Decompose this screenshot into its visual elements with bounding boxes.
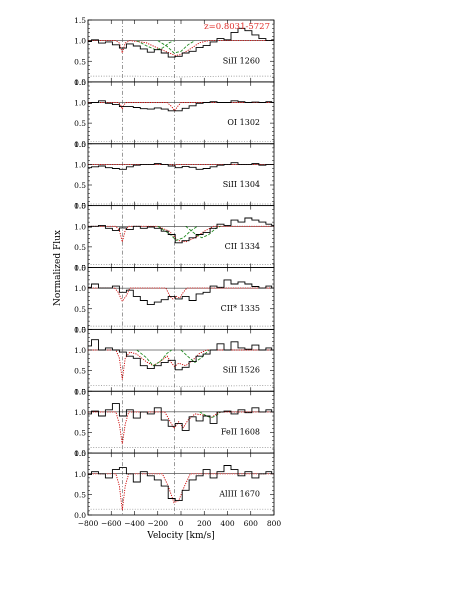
panel-label: CII* 1335 bbox=[221, 304, 260, 313]
component-profile bbox=[136, 349, 172, 367]
panel-frame bbox=[87, 390, 275, 454]
y-tick-label: 1.5 bbox=[74, 78, 86, 87]
y-tick-label: 1.0 bbox=[74, 284, 86, 293]
y-tick-label: 0.0 bbox=[74, 202, 86, 211]
y-tick-label: 0.5 bbox=[74, 490, 86, 499]
panel-frame bbox=[87, 267, 275, 330]
error-spectrum bbox=[87, 385, 275, 387]
y-tick-label: 0.0 bbox=[74, 264, 86, 273]
y-tick-label: 1.5 bbox=[74, 387, 86, 396]
y-tick-label: 0.0 bbox=[74, 449, 86, 458]
y-tick-label: 1.5 bbox=[74, 449, 86, 458]
y-tick-label: 1.0 bbox=[74, 160, 86, 169]
y-tick-label: 1.0 bbox=[74, 346, 86, 355]
component-profile bbox=[157, 40, 196, 54]
y-tick-label: 1.5 bbox=[74, 140, 86, 149]
model-fit bbox=[88, 225, 274, 243]
panel-label: CII 1334 bbox=[225, 242, 260, 251]
y-tick-label: 0.0 bbox=[74, 387, 86, 396]
y-axis-label: Normalized Flux bbox=[53, 230, 63, 306]
x-tick-label: −800 bbox=[78, 519, 99, 528]
y-tick-label: 1.0 bbox=[74, 470, 86, 479]
panel-frame bbox=[87, 143, 275, 207]
component-profile bbox=[136, 40, 175, 51]
x-tick-label: 800 bbox=[267, 519, 282, 528]
panel-feii-1608: 0.0 0.5 1.0 1.5 FeII 1608 bbox=[74, 387, 275, 458]
error-spectrum bbox=[88, 75, 274, 78]
y-tick-label: 0.0 bbox=[74, 511, 86, 520]
flux-histogram bbox=[88, 465, 274, 502]
y-tick-label: 1.5 bbox=[74, 16, 86, 25]
flux-histogram bbox=[88, 27, 274, 58]
panel-label: AlIII 1670 bbox=[218, 489, 260, 498]
x-tick-label: −400 bbox=[124, 519, 145, 528]
y-tick-label: 0.5 bbox=[74, 305, 86, 314]
panel-siii-1260: 0.0 0.5 1.0 1.5 SiII 1260 bbox=[74, 16, 275, 87]
panel-oi-1302: 0.0 0.5 1.0 1.5 OI 1302 bbox=[74, 78, 275, 149]
y-tick-label: 1.0 bbox=[74, 37, 86, 46]
panel-aliii-1670: 0.0 0.5 1.0 1.5 AlIII 1670 bbox=[74, 449, 275, 520]
panel-siii-1526: 0.0 0.5 1.0 1.5 SiII 1526 bbox=[74, 325, 275, 396]
panel-label: SiII 1526 bbox=[223, 366, 260, 375]
model-fit bbox=[88, 40, 274, 56]
flux-histogram bbox=[88, 162, 274, 170]
flux-histogram bbox=[88, 100, 274, 112]
x-tick-label: 600 bbox=[244, 519, 259, 528]
model-fit bbox=[88, 287, 274, 303]
flux-histogram bbox=[88, 403, 274, 431]
y-tick-label: 0.5 bbox=[74, 57, 86, 66]
panel-frame bbox=[87, 205, 275, 268]
y-tick-label: 0.0 bbox=[74, 325, 86, 334]
panel-label: OI 1302 bbox=[227, 118, 260, 127]
x-tick-label: −200 bbox=[147, 519, 168, 528]
flux-histogram bbox=[88, 339, 274, 371]
panel-frame bbox=[87, 81, 275, 145]
component-profile bbox=[180, 349, 210, 363]
flux-histogram bbox=[88, 217, 274, 244]
panel-siii-1304: 0.0 0.5 1.0 1.5 SiII 1304 bbox=[74, 140, 275, 211]
y-tick-label: 0.5 bbox=[74, 243, 86, 252]
x-axis-label: Velocity [km/s] bbox=[146, 531, 214, 541]
panel-label: SiII 1304 bbox=[223, 180, 260, 189]
y-tick-label: 1.0 bbox=[74, 408, 86, 417]
x-tick-label: 0 bbox=[179, 519, 184, 528]
y-tick-label: 1.0 bbox=[74, 99, 86, 108]
y-tick-label: 1.5 bbox=[74, 202, 86, 211]
x-tick-label: 400 bbox=[220, 519, 235, 528]
model-fit bbox=[88, 473, 274, 511]
panel-frame bbox=[87, 328, 275, 392]
panel-label: FeII 1608 bbox=[221, 428, 260, 437]
y-tick-label: 1.5 bbox=[74, 264, 86, 273]
redshift-label: z=0.8031-5727 bbox=[204, 22, 270, 32]
panel-cii-1334: 0.0 0.5 1.0 1.5 CII 1334 bbox=[74, 202, 275, 273]
panel-label: SiII 1260 bbox=[223, 56, 260, 65]
y-tick-label: 0.5 bbox=[74, 429, 86, 438]
model-fit bbox=[88, 102, 274, 112]
flux-histogram bbox=[88, 279, 274, 306]
y-tick-label: 0.0 bbox=[74, 78, 86, 87]
x-tick-label: −600 bbox=[101, 519, 122, 528]
y-tick-label: 0.5 bbox=[74, 119, 86, 128]
x-tick-label: 200 bbox=[197, 519, 212, 528]
y-tick-label: 0.5 bbox=[74, 367, 86, 376]
y-tick-label: 1.5 bbox=[74, 325, 86, 334]
y-tick-label: 0.0 bbox=[74, 140, 86, 149]
panel-frame bbox=[87, 452, 275, 516]
y-tick-label: 1.0 bbox=[74, 222, 86, 231]
y-tick-label: 0.5 bbox=[74, 181, 86, 190]
panels-layer: 0.0 0.5 1.0 1.5 SiII 1260 0.0 0.5 1.0 1.5 OI 1302… bbox=[74, 16, 281, 528]
panel-cii-1335: 0.0 0.5 1.0 1.5 CII* 1335 bbox=[74, 264, 275, 334]
